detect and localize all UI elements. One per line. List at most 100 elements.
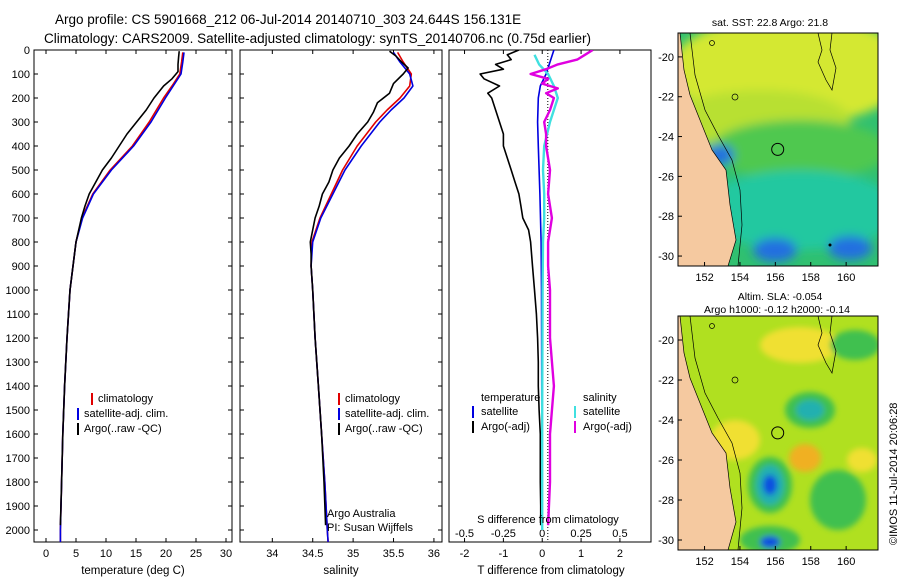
- y-tick-label: 1400: [6, 381, 30, 393]
- x-tick-label: 0: [539, 548, 545, 560]
- difference-x-label: T difference from climatology: [477, 565, 624, 577]
- x-tick-label: 0: [43, 548, 49, 560]
- map-x-tick-label: 158: [802, 272, 820, 284]
- sla-low-4: [810, 470, 866, 530]
- difference-legend: temperature salinity satellite Argo(-adj…: [472, 392, 632, 433]
- sst-mid: [710, 120, 878, 180]
- map-x-tick-label: 154: [731, 556, 749, 568]
- salinity-lines: [309, 50, 414, 542]
- sla-lowest-2: [760, 536, 780, 548]
- sst-map-field: [678, 33, 878, 266]
- x-tick-label: 20: [160, 548, 172, 560]
- map-x-tick-label: 156: [766, 556, 784, 568]
- sst-isobath: [689, 33, 743, 266]
- salinity-annotation-line2: PI: Susan Wijffels: [327, 522, 413, 534]
- x-tick-label: -2: [460, 548, 470, 560]
- x-tick-label: 34.5: [302, 548, 323, 560]
- sla-peak-1: [789, 444, 821, 472]
- legend-label-satellite: satellite-adj. clim.: [84, 408, 168, 420]
- map-y-tick-label: -28: [658, 495, 674, 507]
- top-tick-label: -0.25: [491, 528, 516, 540]
- difference-lines: [479, 50, 594, 531]
- map-y-tick-label: -22: [658, 375, 674, 387]
- sst-reef: [817, 33, 837, 91]
- sla-high-2: [847, 448, 877, 472]
- legend-title-temperature: temperature: [481, 392, 540, 404]
- legend-title-salinity: salinity: [583, 392, 617, 404]
- y-tick-label: 200: [12, 93, 30, 105]
- figure-title-line2: Climatology: CARS2009. Satellite-adjuste…: [44, 31, 591, 46]
- sst-cold-2: [828, 236, 872, 260]
- legend-label-climatology: climatology: [345, 393, 401, 405]
- top-tick-label: 0: [539, 528, 545, 540]
- series-line-salinity-argo-adj: [529, 50, 594, 526]
- sla-high-1: [760, 327, 840, 363]
- sst-island-2: [731, 93, 739, 101]
- sst-argo-location: [771, 142, 785, 156]
- map-y-tick-label: -24: [658, 415, 674, 427]
- sst-land: [678, 33, 737, 266]
- sst-map-y-ticks: -20 -22 -24 -26 -28 -30: [658, 52, 682, 263]
- y-tick-label: 600: [12, 189, 30, 201]
- x-tick-label: 2: [617, 548, 623, 560]
- x-tick-label: 30: [220, 548, 232, 560]
- top-tick-label: 0.5: [612, 528, 627, 540]
- salinity-x-ticks: 34 34.5 35 35.5 36: [266, 50, 440, 560]
- y-tick-label: 900: [12, 261, 30, 273]
- sla-reef: [817, 316, 837, 374]
- map-y-tick-label: -26: [658, 455, 674, 467]
- legend-label-temp-satellite: satellite: [481, 406, 518, 418]
- sst-map-title: sat. SST: 22.8 Argo: 21.8: [712, 17, 828, 29]
- sst-map-frame: [677, 32, 879, 267]
- legend-label-satellite: satellite-adj. clim.: [345, 408, 429, 420]
- map-x-tick-label: 160: [837, 556, 855, 568]
- series-line-salinity-satellite: [533, 54, 559, 530]
- y-tick-label: 100: [12, 69, 30, 81]
- temperature-legend: climatology satellite-adj. clim. Argo(..…: [77, 393, 168, 435]
- legend-label-argo: Argo(..raw -QC): [345, 423, 423, 435]
- series-line-temperature-argo-adj: [479, 50, 542, 526]
- temperature-plot-area: [33, 49, 233, 543]
- sla-lowest-1: [763, 475, 777, 495]
- sla-isobath: [689, 316, 743, 550]
- x-tick-label: 34: [266, 548, 278, 560]
- salinity-panel: 34 34.5 35 35.5 36 salinity climatology sate…: [239, 49, 443, 577]
- sst-island-1: [709, 40, 715, 46]
- map-x-tick-label: 152: [695, 272, 713, 284]
- y-tick-label: 300: [12, 117, 30, 129]
- temperature-lines: [59, 51, 185, 542]
- sla-land: [678, 316, 737, 550]
- x-tick-label: 5: [73, 548, 79, 560]
- sst-map-panel: sat. SST: 22.8 Argo: 21.8 152 154 156 158 16…: [658, 17, 879, 284]
- legend-label-temp-argo: Argo(-adj): [481, 421, 530, 433]
- map-x-tick-label: 158: [802, 556, 820, 568]
- sla-map-title: Altim. SLA: -0.054: [738, 291, 823, 303]
- map-y-tick-label: -28: [658, 211, 674, 223]
- map-y-tick-label: -26: [658, 171, 674, 183]
- salinity-y-ticks: [240, 49, 442, 531]
- y-tick-label: 400: [12, 141, 30, 153]
- map-y-tick-label: -22: [658, 92, 674, 104]
- y-tick-label: 1300: [6, 357, 30, 369]
- sst-cold-1: [753, 238, 797, 262]
- legend-label-sal-argo: Argo(-adj): [583, 421, 632, 433]
- sst-map-x-ticks: 152 154 156 158 160: [695, 262, 855, 284]
- x-tick-label: 36: [428, 548, 440, 560]
- y-tick-label: 0: [24, 45, 30, 57]
- y-tick-label: 1200: [6, 333, 30, 345]
- series-line-argo-raw-qc: [309, 50, 409, 526]
- sla-island-2: [731, 376, 739, 384]
- imos-timestamp-label: ©IMOS 11-Jul-2014 20:06:28: [888, 403, 900, 545]
- x-tick-label: 15: [130, 548, 142, 560]
- salinity-x-label: salinity: [323, 565, 358, 577]
- y-tick-label: 1000: [6, 285, 30, 297]
- top-tick-label: 0.25: [570, 528, 591, 540]
- sla-map-subtitle: Argo h1000: -0.12 h2000: -0.14: [704, 304, 850, 316]
- difference-top-ticks: -0.5 -0.25 0 0.25 0.5: [455, 528, 628, 540]
- map-x-tick-label: 160: [837, 272, 855, 284]
- y-tick-label: 1500: [6, 405, 30, 417]
- sst-island-3: [828, 243, 832, 247]
- temperature-panel: 0 5 10 15 20 25 30 0 100 200 300 400 500 600 700 800 90…: [6, 45, 233, 577]
- x-tick-label: 10: [100, 548, 112, 560]
- x-tick-label: 35.5: [383, 548, 404, 560]
